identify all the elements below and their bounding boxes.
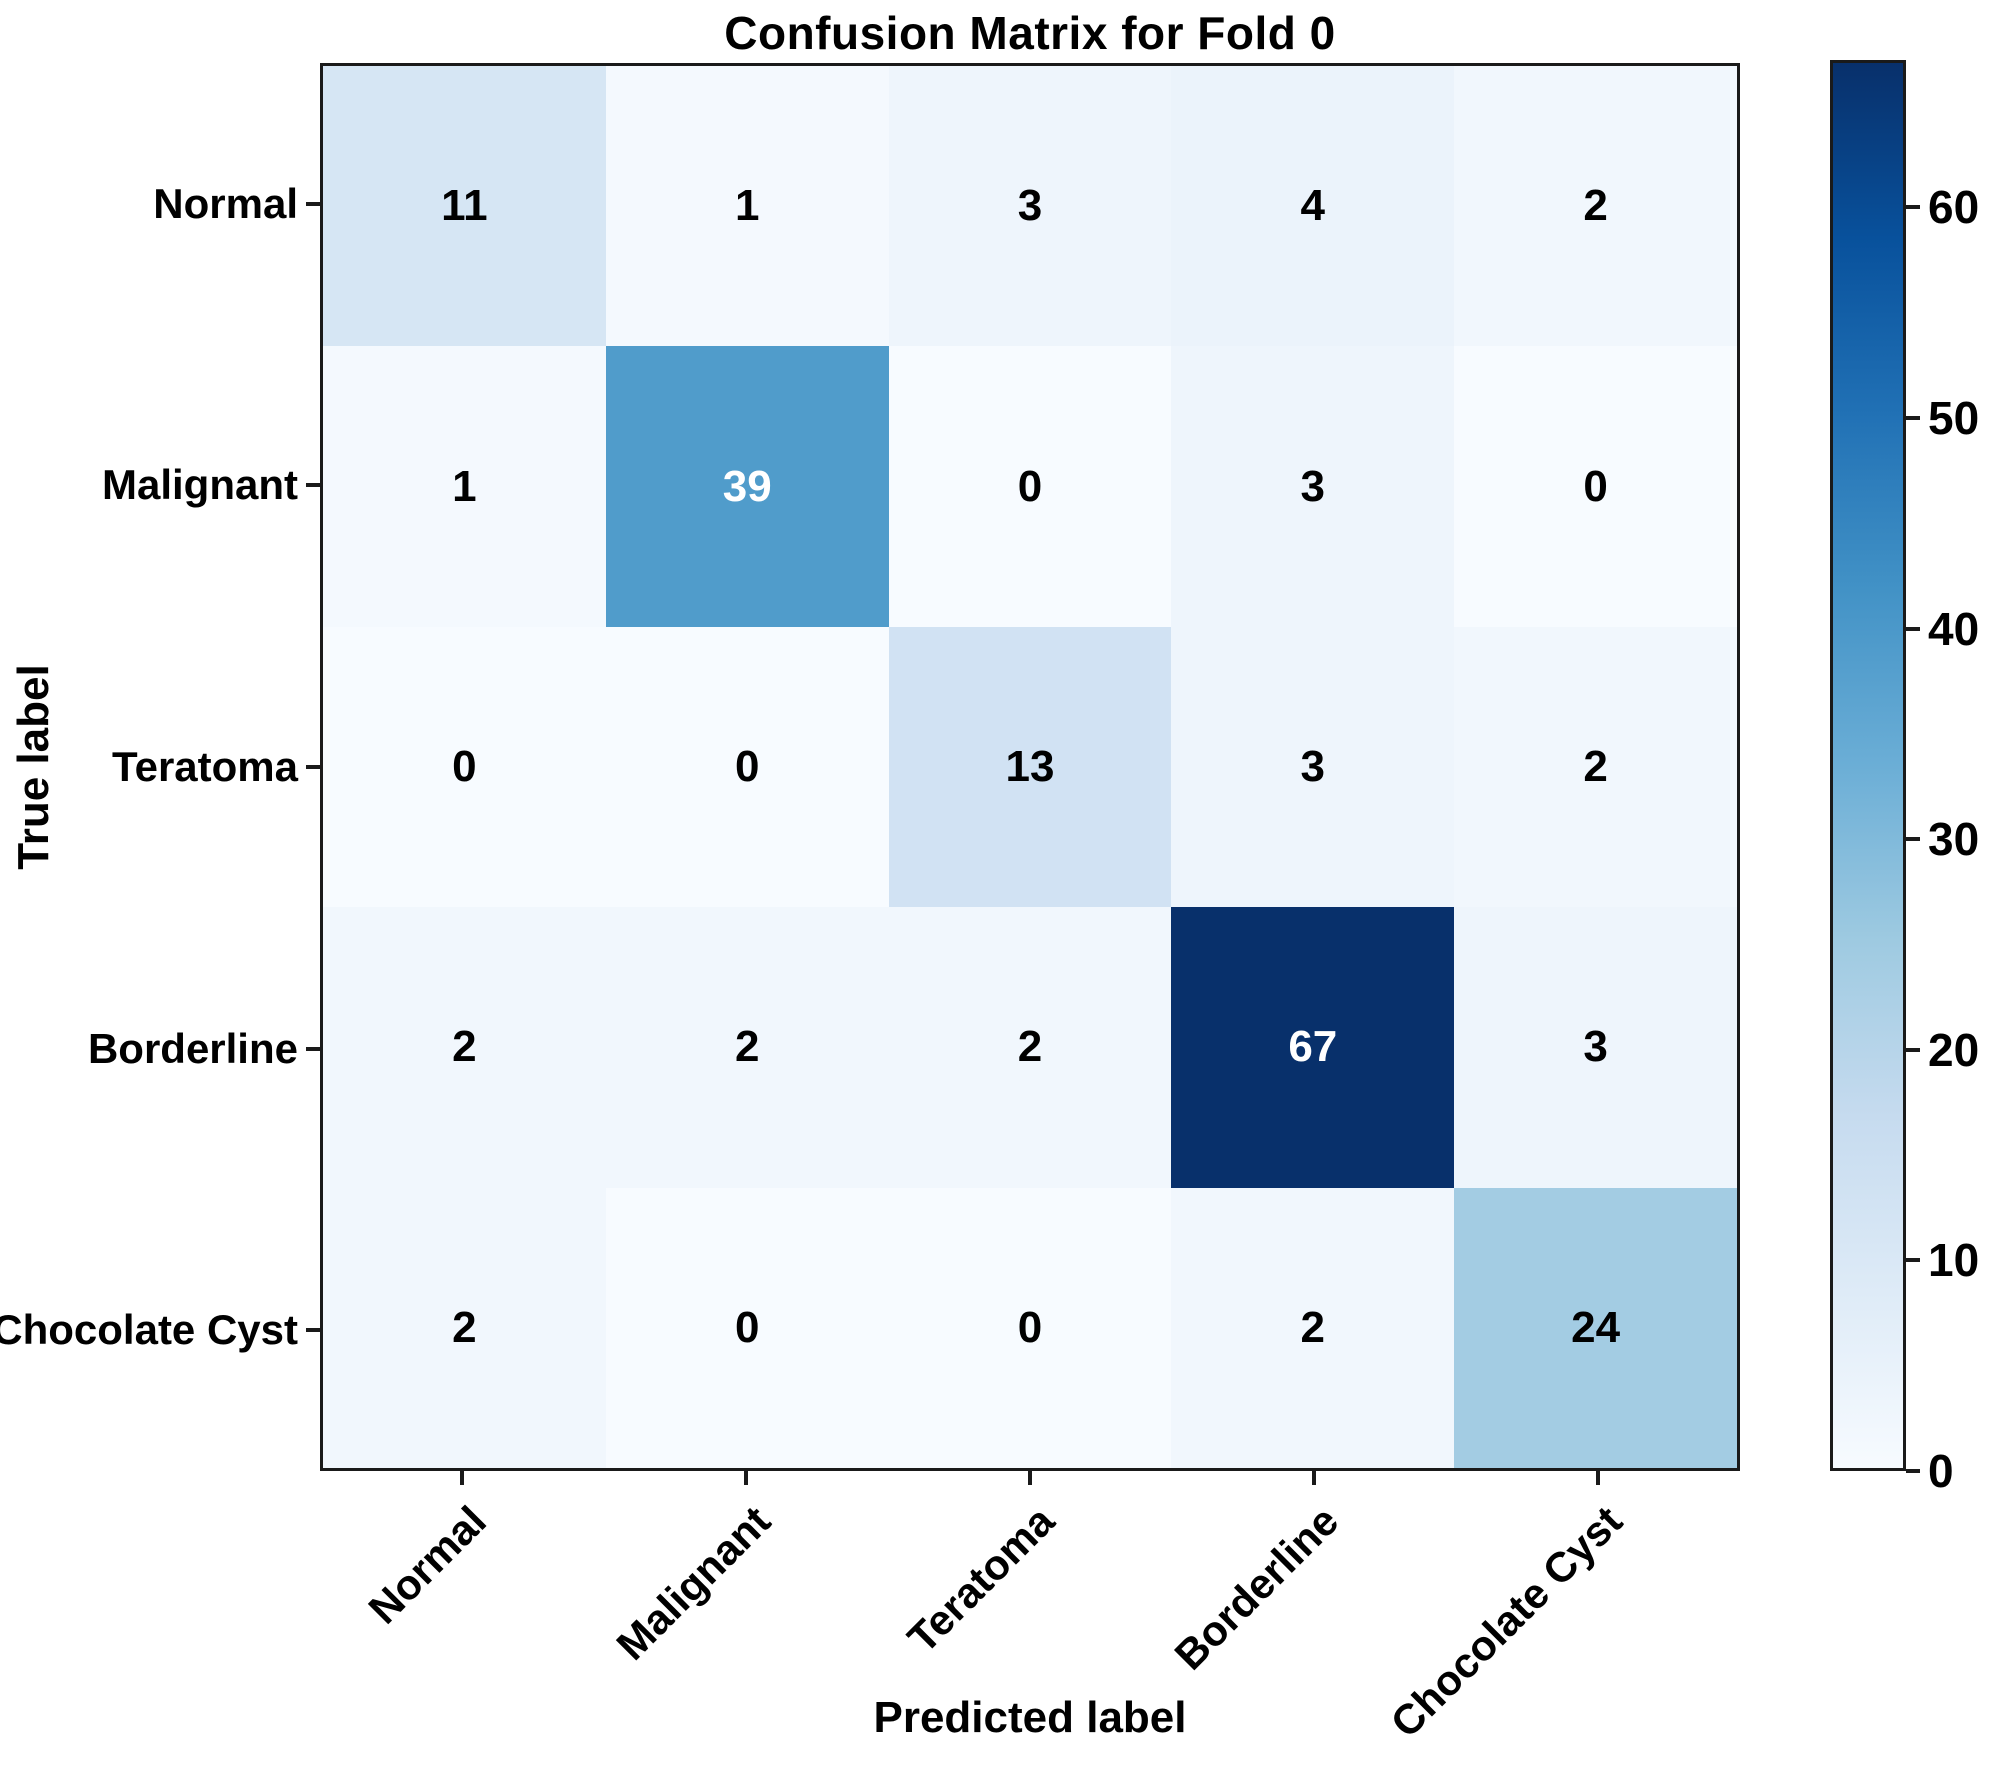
matrix-cell-chocolate-cyst-borderline: 2 [1171,1187,1455,1468]
colorbar-gradient [1830,60,1906,1471]
colorbar-tick-label-30: 30 [1928,813,1980,866]
matrix-cell-normal-normal: 11 [323,66,606,347]
x-tick-mark [460,1471,464,1485]
matrix-cell-normal-chocolate-cyst: 2 [1454,66,1737,347]
colorbar-tick-mark [1906,416,1920,420]
x-tick-mark [744,1471,748,1485]
y-tick-mark [306,1046,320,1051]
matrix-cell-normal-teratoma: 3 [888,66,1172,347]
x-axis-ticks: Normal Malignant Teratoma Borderline Chocola… [320,1471,1740,1771]
colorbar-tick-mark [1906,1258,1920,1263]
matrix-cell-malignant-borderline: 3 [1171,346,1455,627]
matrix-cell-teratoma-teratoma: 13 [888,626,1172,908]
x-axis-label: Predicted label [873,1693,1187,1742]
y-tick-mark [306,201,320,206]
matrix-cell-chocolate-cyst-teratoma: 0 [888,1187,1172,1468]
matrix-cell-malignant-normal: 1 [323,346,606,627]
matrix-cell-borderline-chocolate-cyst: 3 [1454,907,1737,1188]
x-tick-label-normal: Normal [359,1497,496,1633]
colorbar-tick-label-60: 60 [1928,181,1980,234]
y-tick-label-borderline: Borderline [87,1024,298,1072]
matrix-cell-malignant-malignant: 39 [605,346,889,627]
matrix-cell-teratoma-borderline: 3 [1171,626,1455,908]
y-tick-mark [306,483,320,488]
colorbar: 0 10 20 30 40 50 60 [1830,60,1979,1497]
x-tick-mark [1312,1471,1316,1485]
colorbar-tick-label-20: 20 [1928,1023,1980,1076]
y-tick-label-chocolate-cyst: Chocolate Cyst [0,1306,298,1354]
colorbar-tick-mark [1906,1469,1920,1473]
x-tick-mark [1028,1471,1032,1485]
y-tick-label-normal: Normal [153,179,298,227]
colorbar-tick-mark [1906,837,1920,842]
matrix-cell-normal-borderline: 4 [1171,66,1455,347]
colorbar-tick-mark [1906,205,1920,210]
chart-title: Confusion Matrix for Fold 0 [724,7,1336,59]
matrix-cell-borderline-malignant: 2 [605,907,889,1188]
matrix-cell-borderline-teratoma: 2 [888,907,1172,1188]
matrix-cell-teratoma-chocolate-cyst: 2 [1454,626,1737,908]
matrix-cell-chocolate-cyst-malignant: 0 [605,1187,889,1468]
x-tick-mark [1596,1471,1600,1485]
heatmap-plot: 11 1 3 4 2 1 39 0 3 0 0 0 13 3 2 2 2 2 67 3 2 0 0 2 24 [320,63,1740,1471]
matrix-cell-teratoma-normal: 0 [323,626,606,908]
matrix-cell-teratoma-malignant: 0 [605,626,889,908]
matrix-cell-chocolate-cyst-normal: 2 [323,1187,606,1468]
colorbar-tick-label-10: 10 [1928,1234,1980,1287]
matrix-cell-malignant-chocolate-cyst: 0 [1454,346,1737,627]
colorbar-tick-label-50: 50 [1928,392,1980,444]
colorbar-tick-mark [1906,1047,1920,1052]
matrix-cell-borderline-normal: 2 [323,907,606,1188]
matrix-cell-malignant-teratoma: 0 [888,346,1172,627]
colorbar-tick-label-0: 0 [1928,1445,1954,1497]
colorbar-tick-label-40: 40 [1928,602,1980,655]
matrix-cell-normal-malignant: 1 [605,66,889,347]
y-axis-ticks: Normal Malignant Teratoma Borderline Chocola… [0,63,320,1471]
matrix-cell-chocolate-cyst-chocolate-cyst: 24 [1454,1187,1737,1468]
y-tick-mark [306,765,320,769]
x-tick-label-teratoma: Teratoma [898,1497,1064,1662]
matrix-cell-borderline-borderline: 67 [1171,907,1455,1188]
colorbar-tick-mark [1906,626,1920,631]
y-tick-label-teratoma: Teratoma [112,743,298,790]
y-tick-mark [306,1328,320,1333]
x-tick-label-borderline: Borderline [1165,1497,1348,1679]
x-tick-label-malignant: Malignant [607,1497,780,1669]
y-tick-label-malignant: Malignant [102,461,298,509]
matrix-grid: 11 1 3 4 2 1 39 0 3 0 0 0 13 3 2 2 2 2 67 3 2 0 0 2 24 [323,66,1737,1468]
